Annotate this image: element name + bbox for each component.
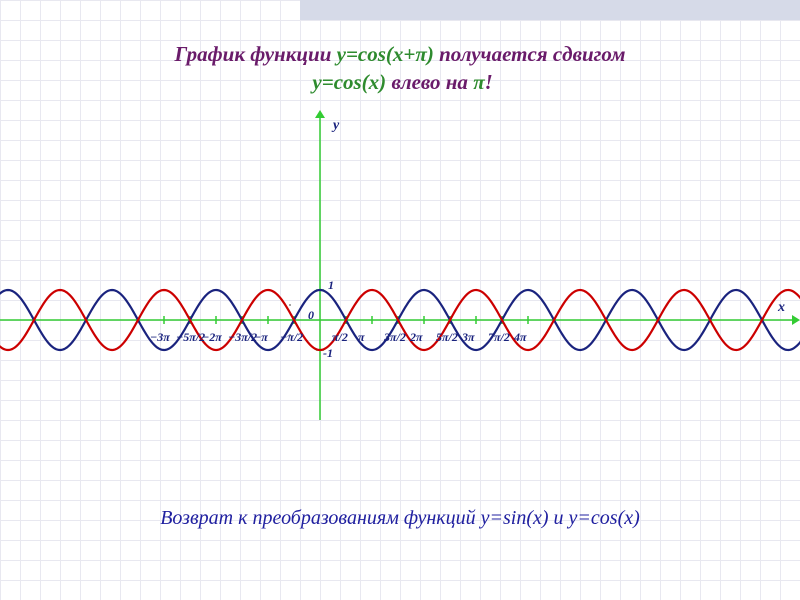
x-tick-label: −5π/2: [176, 330, 205, 345]
x-tick-label: 3π/2: [384, 330, 406, 345]
y-axis-label: y: [333, 118, 339, 134]
x-tick-label: −π: [254, 330, 268, 345]
x-tick-label: −3π/2: [228, 330, 257, 345]
chart-area: y x 0 1 -1 −3π −5π/2−2π −3π/2−π −π/2 π/2 π 3π/…: [0, 110, 800, 420]
x-tick-label: 4π: [514, 330, 527, 345]
x-tick-label: 5π/2: [436, 330, 458, 345]
x-axis-label: x: [778, 300, 785, 316]
top-bar: [300, 0, 800, 20]
footer-link[interactable]: Возврат к преобразованиям функций y=sin(…: [0, 505, 800, 531]
neg-one-label: -1: [323, 346, 333, 361]
title-part-5: π: [473, 70, 484, 94]
x-tick-label: −2π: [202, 330, 222, 345]
title-part-1: y=cos(x+π): [337, 42, 434, 66]
title-part-0: График функции: [175, 42, 337, 66]
x-tick-label: 7π/2: [488, 330, 510, 345]
title-part-3: y=cos(x): [312, 70, 386, 94]
x-tick-label: π/2: [332, 330, 348, 345]
title-part-4: влево на: [386, 70, 473, 94]
x-tick-label: 2π: [410, 330, 423, 345]
x-tick-label: −3π: [150, 330, 170, 345]
x-tick-label: π: [358, 330, 365, 345]
x-tick-label: 3π: [462, 330, 475, 345]
chart-svg: [0, 110, 800, 420]
x-tick-label: −π/2: [280, 330, 303, 345]
title-part-2: получается сдвигом: [434, 42, 626, 66]
page-title: График функции y=cos(x+π) получается сдв…: [0, 40, 800, 97]
one-label: 1: [328, 278, 334, 293]
title-part-6: !: [485, 70, 493, 94]
zero-label: 0: [308, 308, 314, 323]
footer-text: Возврат к преобразованиям функций y=sin(…: [160, 507, 640, 529]
